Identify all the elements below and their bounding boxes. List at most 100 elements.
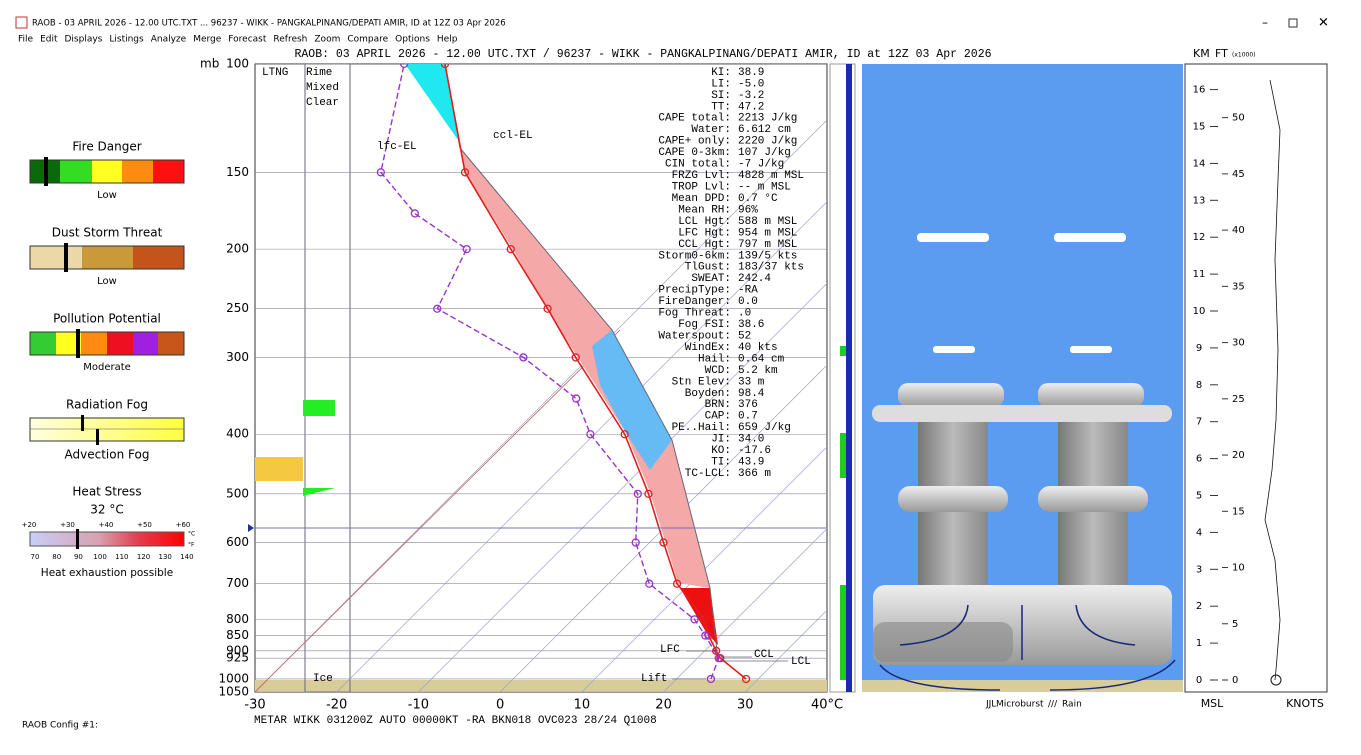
index-value: 34.0 [738,434,764,446]
scale-label: +30 [60,521,75,529]
annotation: LCL [791,656,811,668]
window-title: RAOB - 03 APRIL 2026 - 12.00 UTC.TXT ...… [32,19,506,29]
index-value: 96% [738,204,758,216]
dewpoint-point [433,304,442,313]
index-value: 40 kts [738,342,778,354]
maximize[interactable] [1288,18,1298,28]
y-tick-label: 600 [226,535,249,549]
index-value: 38.9 [738,67,764,79]
index-label: CIN total: [665,159,731,171]
index-value: 2220 J/kg [738,136,797,148]
index-value: -RA [738,285,758,297]
menu-item[interactable]: Merge [193,35,222,45]
panel-title: Fire Danger [72,140,141,154]
km-tick-label: 6 [1196,454,1202,465]
fog: Radiation Fog Advection Fog [29,398,185,462]
temperature-point [741,674,751,684]
cape-cyan [405,64,458,140]
menu-item[interactable]: Displays [65,35,103,45]
dewpoint-point [714,653,723,663]
index-value: -5.0 [738,78,764,90]
annotation: ccl-EL [493,130,533,142]
index-label: Mean DPD: [672,193,731,205]
index-label: TT: [711,101,731,113]
km-tick-label: 11 [1193,269,1206,280]
scale-label: +20 [22,521,37,529]
menu-item[interactable]: Help [437,35,458,45]
scale-label: +40 [99,521,114,529]
panel-title: Radiation Fog [66,398,148,412]
y-tick-label: 400 [226,427,249,441]
menu-item[interactable]: Refresh [273,35,307,45]
x-tick-label: 0 [496,698,504,713]
annotation: Rime [306,67,332,79]
config-label: RAOB Config #1: [22,721,98,731]
x-tick-label: -20 [326,698,347,713]
temperature-point [460,168,470,177]
y-tick-label: 150 [226,165,249,179]
annotation: Ice [313,673,333,685]
level: Low [97,190,117,201]
unit: °C [188,531,195,538]
axis-label: MSL [1201,697,1224,710]
cin-area [680,588,718,645]
pollution: Pollution Potential Moderate [29,312,185,373]
ft-tick-label: 20 [1232,450,1245,461]
menu-item[interactable]: Edit [40,35,58,45]
x-tick-label: -30 [244,698,265,713]
index-label: Hail: [698,353,731,365]
km-tick-label: 2 [1196,601,1202,612]
axis-label: KNOTS [1286,697,1324,710]
y-tick-label: 900 [226,643,249,657]
dewpoint-line [380,64,720,680]
km-tick-label: 13 [1193,195,1206,206]
icing-mark [303,400,335,416]
index-label: PrecipType: [658,285,731,297]
index-value: 588 m MSL [738,216,797,228]
y-tick-label: 200 [226,242,249,256]
x-tick-label: 40°C [811,698,843,713]
index-value: 52 [738,330,751,342]
dewpoint-point [690,615,699,624]
temperature-point [506,244,515,254]
temperature-point [700,615,709,624]
close[interactable]: ✕ [1318,16,1329,31]
scale-label: 130 [159,553,172,561]
menu-item[interactable]: Analyze [151,35,187,45]
minimize[interactable]: – [1262,16,1268,30]
menu-item[interactable]: Listings [109,35,144,45]
index-label: Fog FSI: [678,319,731,331]
temperature-point [620,430,629,439]
annotation: Clear [306,97,339,109]
dewpoint-point [400,64,409,69]
temperature-point [571,353,580,362]
index-label: Water: [691,124,731,136]
dewpoint-point [376,168,385,177]
parcel-line [459,147,719,661]
index-label: TlGust: [685,262,731,274]
km-tick-label: 10 [1193,306,1206,317]
index-label: JI: [711,434,731,446]
menu-item[interactable]: File [18,35,34,45]
index-label: KI: [711,67,731,79]
temperature-point [672,579,682,588]
index-value: -3.2 [738,90,764,102]
ft-tick-label: 45 [1232,169,1245,180]
index-label: CAP: [705,411,731,423]
menu-item[interactable]: Zoom [314,35,340,45]
index-label: SWEAT: [691,273,731,285]
ft-tick-label: 40 [1232,225,1245,236]
index-value: 33 m [738,376,765,388]
legend-label: Microburst [996,700,1044,710]
x-tick-label: 20 [655,698,672,713]
dewpoint-point [631,538,640,547]
menu-item[interactable]: Compare [347,35,388,45]
menu-item[interactable]: Options [395,35,430,45]
wind-profile [1264,79,1281,681]
dust-storm: Dust Storm Threat Low [29,226,185,287]
menu-item[interactable]: Forecast [228,35,267,45]
index-value: 2213 J/kg [738,113,797,125]
annotation: LTNG [262,67,288,79]
ft-tick-label: 25 [1232,394,1245,405]
level: Low [97,276,117,287]
